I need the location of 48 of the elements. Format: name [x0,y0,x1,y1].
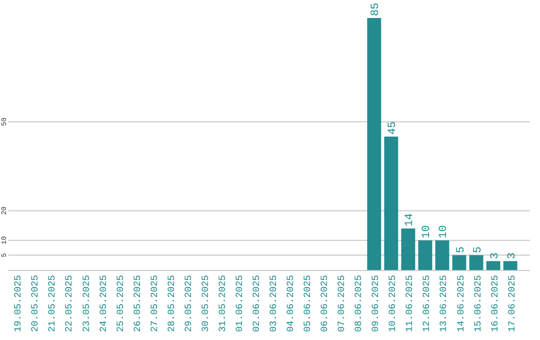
bar [384,136,398,270]
x-tick-label: 09.06.2025 [370,274,382,332]
x-tick-label: 27.05.2025 [148,274,160,332]
data-label: 5 [455,246,468,254]
bar [401,228,416,270]
x-tick-label: 20.05.2025 [30,274,41,332]
x-tick-label: 29.05.2025 [182,274,194,332]
x-tick-label: 24.05.2025 [98,274,109,332]
bar [418,240,432,270]
data-label: 3 [489,252,502,260]
x-tick-label: 22.05.2025 [64,274,75,332]
bar [435,240,450,270]
data-label: 45 [387,121,400,135]
data-label: 10 [421,225,434,238]
x-tick-label: 11.06.2025 [404,274,416,332]
x-tick-label: 28.05.2025 [166,274,177,332]
x-tick-label: 12.06.2025 [421,274,432,332]
bar [469,255,484,270]
bar [503,261,518,270]
bar [367,18,382,270]
x-tick-label: 15.06.2025 [472,274,484,332]
x-tick-label: 31.05.2025 [216,274,228,332]
bar [486,261,500,270]
x-tick-label: 10.06.2025 [387,274,398,332]
data-label: 14 [404,212,416,226]
x-tick-label: 03.06.2025 [268,274,280,332]
x-tick-label: 30.05.2025 [200,274,211,332]
data-label: 10 [438,225,450,238]
x-tick-label: 17.06.2025 [506,274,518,332]
data-label: 5 [472,246,484,254]
x-tick-label: 04.06.2025 [285,274,296,332]
x-tick-label: 26.05.2025 [132,274,143,332]
x-tick-label: 16.06.2025 [489,274,500,332]
x-tick-label: 01.06.2025 [234,274,245,332]
x-tick-label: 06.06.2025 [319,274,330,332]
x-tick-label: 08.06.2025 [353,274,364,332]
x-tick-label: 19.05.2025 [12,274,24,332]
x-tick-label: 07.06.2025 [336,274,348,332]
x-tick-label: 23.05.2025 [80,274,92,332]
data-label: 85 [370,2,382,16]
x-tick-label: 14.06.2025 [455,274,466,332]
x-tick-label: 13.06.2025 [438,274,450,332]
data-label: 3 [506,252,518,260]
x-tick-label: 05.06.2025 [302,274,314,332]
bar [452,255,466,270]
x-tick-label: 21.05.2025 [46,274,58,332]
x-tick-label: 25.05.2025 [114,274,126,332]
x-tick-label: 02.06.2025 [250,274,262,332]
